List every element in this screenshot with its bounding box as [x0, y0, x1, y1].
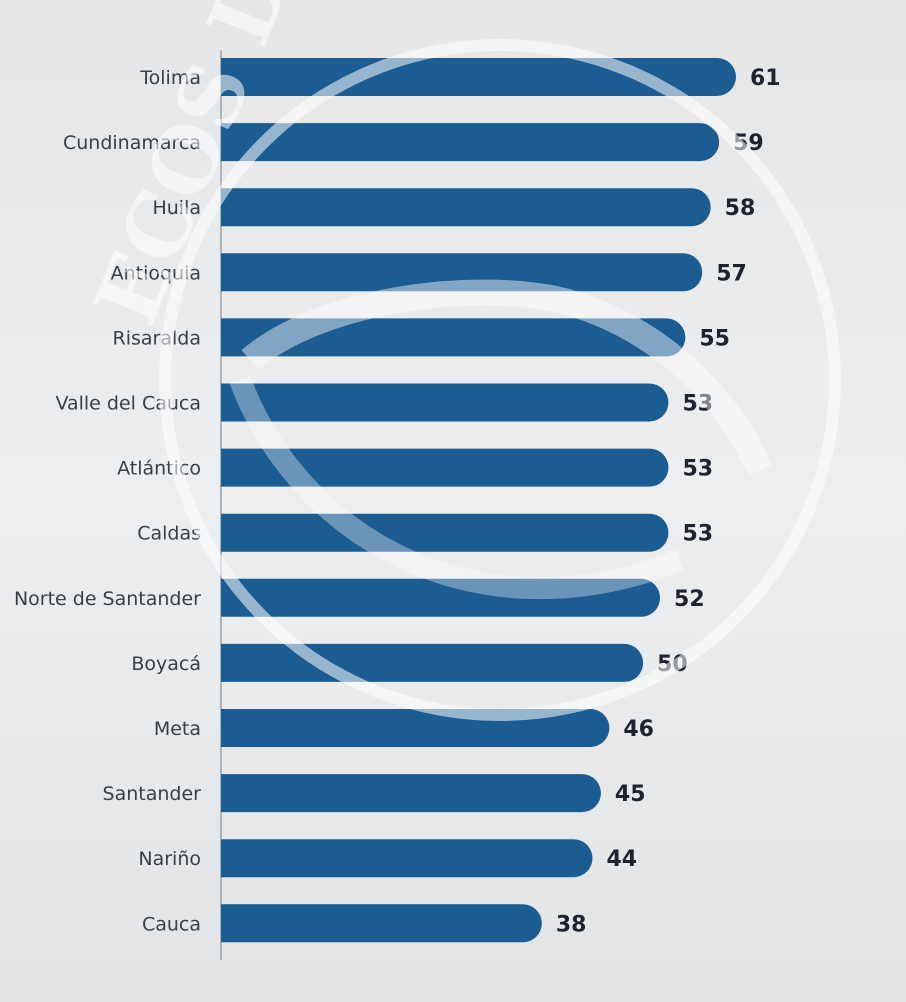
category-label: Meta — [154, 718, 201, 740]
value-label: 61 — [750, 66, 781, 91]
bars-group — [221, 58, 736, 943]
bar-caldas — [221, 513, 669, 552]
bar-cauca — [221, 904, 542, 943]
value-label: 57 — [716, 261, 747, 286]
bar-boyacá — [221, 643, 644, 682]
bar-cundinamarca — [221, 123, 720, 162]
bar-antioquia — [221, 253, 703, 292]
value-label: 44 — [606, 847, 637, 872]
category-label: Cauca — [142, 913, 201, 935]
category-label: Tolima — [139, 67, 201, 89]
category-label: Caldas — [137, 523, 201, 545]
value-label: 38 — [556, 912, 587, 937]
bar-huila — [221, 188, 711, 227]
bar-norte-de-santander — [221, 578, 661, 617]
bar-valle-del-cauca — [221, 383, 669, 422]
value-label: 53 — [682, 457, 713, 482]
value-label: 55 — [699, 326, 730, 351]
category-label: Nariño — [138, 848, 201, 870]
value-label: 53 — [682, 522, 713, 547]
category-label: Norte de Santander — [14, 588, 201, 610]
value-label: 46 — [623, 717, 654, 742]
bar-risaralda — [221, 318, 686, 357]
value-label: 52 — [674, 587, 705, 612]
bar-atlántico — [221, 448, 669, 487]
value-label: 53 — [682, 392, 713, 417]
category-label: Cundinamarca — [63, 132, 201, 154]
category-label: Santander — [103, 783, 202, 805]
value-label: 58 — [725, 196, 756, 221]
category-label: Risaralda — [113, 327, 201, 349]
category-label: Boyacá — [131, 653, 201, 675]
category-label: Atlántico — [117, 458, 201, 480]
bar-nariño — [221, 839, 593, 878]
value-label: 45 — [615, 782, 646, 807]
bar-santander — [221, 774, 601, 813]
category-label: Valle del Cauca — [55, 393, 201, 415]
category-label: Huila — [152, 197, 201, 219]
